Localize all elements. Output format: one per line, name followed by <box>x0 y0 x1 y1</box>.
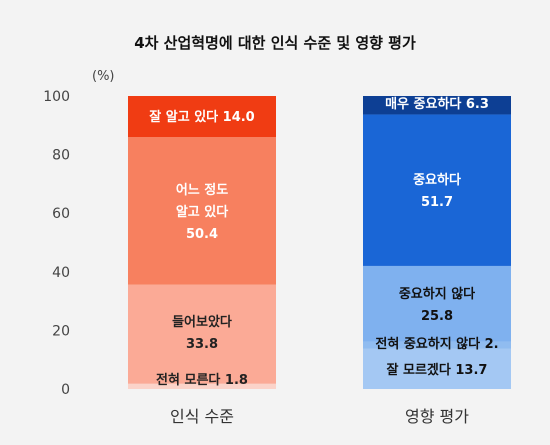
bar-segment <box>128 383 276 389</box>
data-label: 전혀 모른다 1.8 <box>156 372 248 388</box>
bar-segment <box>363 114 511 266</box>
bar-segment <box>363 348 511 389</box>
x-category-label: 인식 수준 <box>170 407 234 426</box>
y-tick-label: 20 <box>52 323 70 339</box>
data-label: 전혀 중요하지 않다 2. <box>375 336 498 352</box>
bar-segment <box>128 137 276 285</box>
data-label: 중요하지 않다 <box>399 286 475 302</box>
data-label: 매우 중요하다 6.3 <box>385 96 489 112</box>
data-label: 33.8 <box>186 337 218 352</box>
data-label: 50.4 <box>186 227 218 242</box>
bar-segment <box>363 265 511 342</box>
bar-segment <box>363 341 511 349</box>
data-label: 25.8 <box>421 309 453 324</box>
data-label: 알고 있다 <box>176 204 228 220</box>
y-tick-label: 60 <box>52 206 70 222</box>
y-tick-label: 80 <box>52 148 70 164</box>
y-tick-label: 40 <box>52 265 70 281</box>
bar-segment <box>128 284 276 384</box>
data-label: 잘 알고 있다 14.0 <box>149 109 254 125</box>
data-label: 어느 정도 <box>176 182 228 198</box>
x-category-label: 영향 평가 <box>405 407 469 426</box>
y-axis-unit: (%) <box>92 69 115 84</box>
data-label: 잘 모르겠다 13.7 <box>387 362 488 378</box>
y-tick-label: 0 <box>61 382 70 398</box>
data-label: 들어보았다 <box>172 314 232 330</box>
data-label: 중요하다 <box>413 172 461 188</box>
bar-segment <box>128 96 276 138</box>
data-label: 51.7 <box>421 195 453 210</box>
chart-title: 4차 산업혁명에 대한 인식 수준 및 영향 평가 <box>134 34 416 52</box>
bar-segment <box>363 96 511 115</box>
y-tick-label: 100 <box>43 89 70 105</box>
